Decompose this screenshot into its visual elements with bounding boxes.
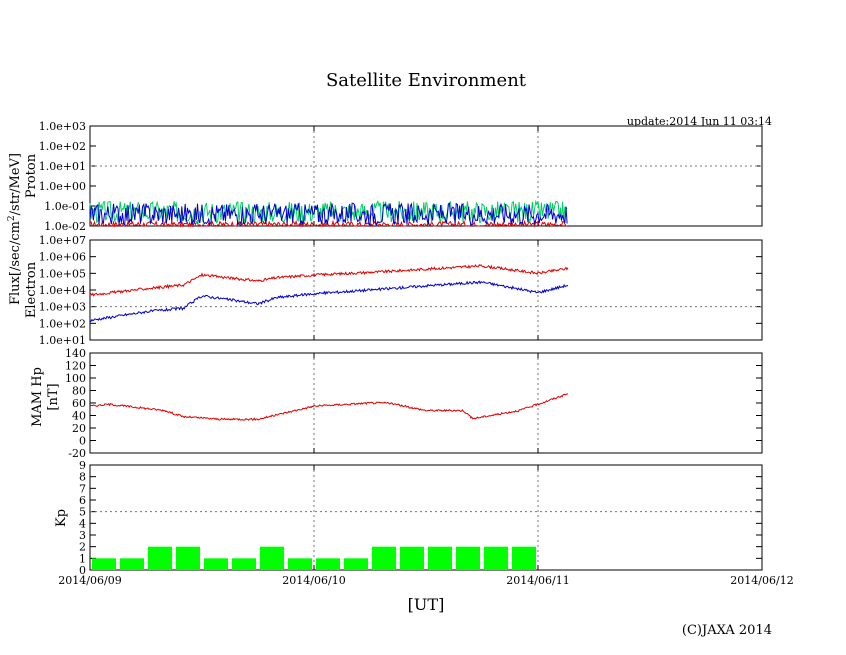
series-line [89,280,569,323]
y-tick-label: 7 [79,482,86,495]
y-tick-label: 140 [65,347,86,360]
y-tick-label: 1.0e+00 [39,180,86,193]
kp-bar [232,558,256,570]
x-axis-label: [UT] [408,595,445,614]
y-tick-label: 3 [79,529,86,542]
y-tick-label: 1.0e-02 [44,220,86,233]
y-tick-label: 1 [79,552,86,565]
panel-frame [89,352,763,454]
series-line [89,393,569,421]
y-tick-label: 1.0e+01 [39,334,86,347]
y-tick-label: 8 [79,471,86,484]
x-tick-label: 2014/06/09 [58,574,121,587]
y-tick-label: 1.0e+02 [39,140,86,153]
y-tick-label: 120 [65,360,86,373]
y-tick-label: 5 [79,506,86,519]
y-axis-labels: Flux[/sec/cm2/str/MeV] Proton Electron M… [7,153,69,527]
kp-bar [288,558,312,570]
x-tick-label: 2014/06/11 [506,574,569,587]
chart-title: Satellite Environment [326,70,527,91]
kp-ylabel: Kp [54,509,69,527]
flux-unit-main: Flux[/sec/cm [8,221,23,305]
kp-bar [400,546,424,570]
flux-unit-superscript: 2 [7,215,17,221]
series-line [89,202,568,227]
y-tick-label: 0 [79,435,86,448]
y-tick-label: 1.0e+03 [39,120,86,133]
flux-unit-label: Flux[/sec/cm2/str/MeV] [7,153,23,305]
electron-ylabel: Electron [24,261,39,318]
y-tick-label: 0 [79,564,86,577]
kp-bar [120,558,144,570]
y-tick-label: 1.0e+01 [39,160,86,173]
mam-hp-ylabel: MAM Hp [30,367,45,427]
y-tick-label: 1.0e+04 [39,284,86,297]
y-tick-label: 1.0e+07 [39,234,86,247]
update-timestamp: update:2014 Jun 11 03:14 [627,115,772,128]
flux-unit-tail: /str/MeV] [8,153,23,215]
proton-ylabel: Proton [24,153,39,198]
y-tick-label: 1.0e+03 [39,301,86,314]
kp-bar [148,546,172,570]
y-tick-label: 1.0e+02 [39,317,86,330]
kp-bar [316,558,340,570]
panel-frame [89,239,763,341]
kp-bar [428,546,452,570]
y-tick-label: 1.0e+06 [39,251,86,264]
x-tick-label: 2014/06/12 [730,574,793,587]
y-tick-label: 40 [72,410,86,423]
y-tick-label: 20 [72,422,86,435]
kp-bar [344,558,368,570]
y-tick-label: 60 [72,397,86,410]
proton-panel: 1.0e+03 1.0e+02 1.0e+01 1.0e+00 1.0e-01 1.0e-… [39,120,763,233]
kp-bar [512,546,536,570]
kp-bar [92,558,116,570]
kp-bar [456,546,480,570]
y-tick-label: 9 [79,459,86,472]
y-tick-label: 2 [79,541,86,554]
x-axis-ticks: 2014/06/09 2014/06/10 2014/06/11 2014/06/12 [58,574,793,587]
kp-bar [260,546,284,570]
y-tick-label: 1.0e+05 [39,267,86,280]
y-tick-label: 1.0e-01 [44,200,86,213]
y-tick-label: 4 [79,517,86,530]
y-tick-label: 6 [79,494,86,507]
series-line [89,219,568,228]
x-tick-label: 2014/06/10 [282,574,345,587]
copyright: (C)JAXA 2014 [682,623,772,638]
y-tick-label: -20 [68,447,86,460]
panel-frame [89,464,763,571]
y-tick-label: 100 [65,372,86,385]
kp-bar [484,546,508,570]
electron-panel: 1.0e+07 1.0e+06 1.0e+05 1.0e+04 1.0e+03 1.0e+… [39,234,763,347]
kp-bar [372,546,396,570]
panel-frame [89,125,763,227]
series-line [89,264,569,297]
mam-hp-unit: [nT] [46,383,61,410]
y-tick-label: 80 [72,385,86,398]
kp-bar [176,546,200,570]
kp-bar [204,558,228,570]
